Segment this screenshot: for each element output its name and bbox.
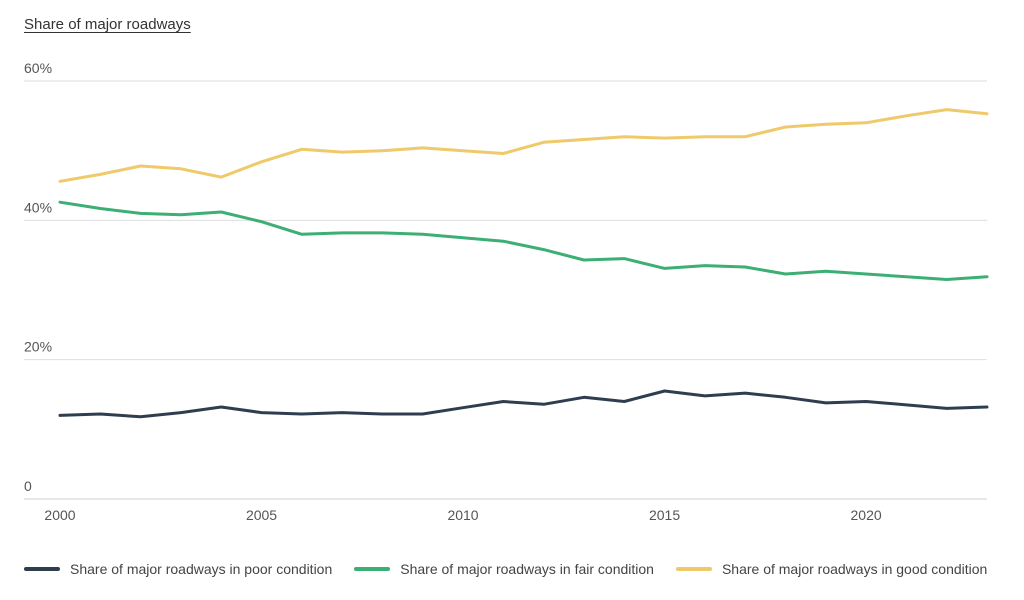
legend-swatch [24, 567, 60, 571]
y-tick-label: 20% [24, 339, 52, 355]
chart-title: Share of major roadways [24, 16, 191, 33]
legend: Share of major roadways in poor conditio… [24, 561, 987, 577]
x-tick-label: 2015 [649, 507, 680, 523]
y-tick-label: 0 [24, 478, 32, 494]
legend-label: Share of major roadways in good conditio… [721, 561, 988, 577]
legend-item-1: Share of major roadways in fair conditio… [354, 561, 654, 577]
x-tick-label: 2020 [851, 507, 882, 523]
series-line-1 [58, 200, 989, 281]
y-tick-label: 40% [24, 199, 52, 215]
x-tick-label: 2005 [246, 507, 277, 523]
x-tick-label: 2010 [447, 507, 478, 523]
legend-swatch [675, 567, 712, 571]
legend-item-2: Share of major roadways in good conditio… [675, 561, 988, 577]
legend-item-0: Share of major roadways in poor conditio… [24, 561, 332, 577]
legend-label: Share of major roadways in fair conditio… [400, 561, 654, 577]
series-line-0 [58, 389, 989, 419]
legend-label: Share of major roadways in poor conditio… [70, 561, 333, 577]
line-chart: 0 20% 40% 60% 2000 2005 2010 2015 2020 [24, 60, 989, 523]
series-line-2 [58, 108, 989, 183]
x-tick-label: 2000 [44, 507, 75, 523]
y-tick-label: 60% [24, 60, 52, 76]
legend-swatch [354, 567, 391, 571]
